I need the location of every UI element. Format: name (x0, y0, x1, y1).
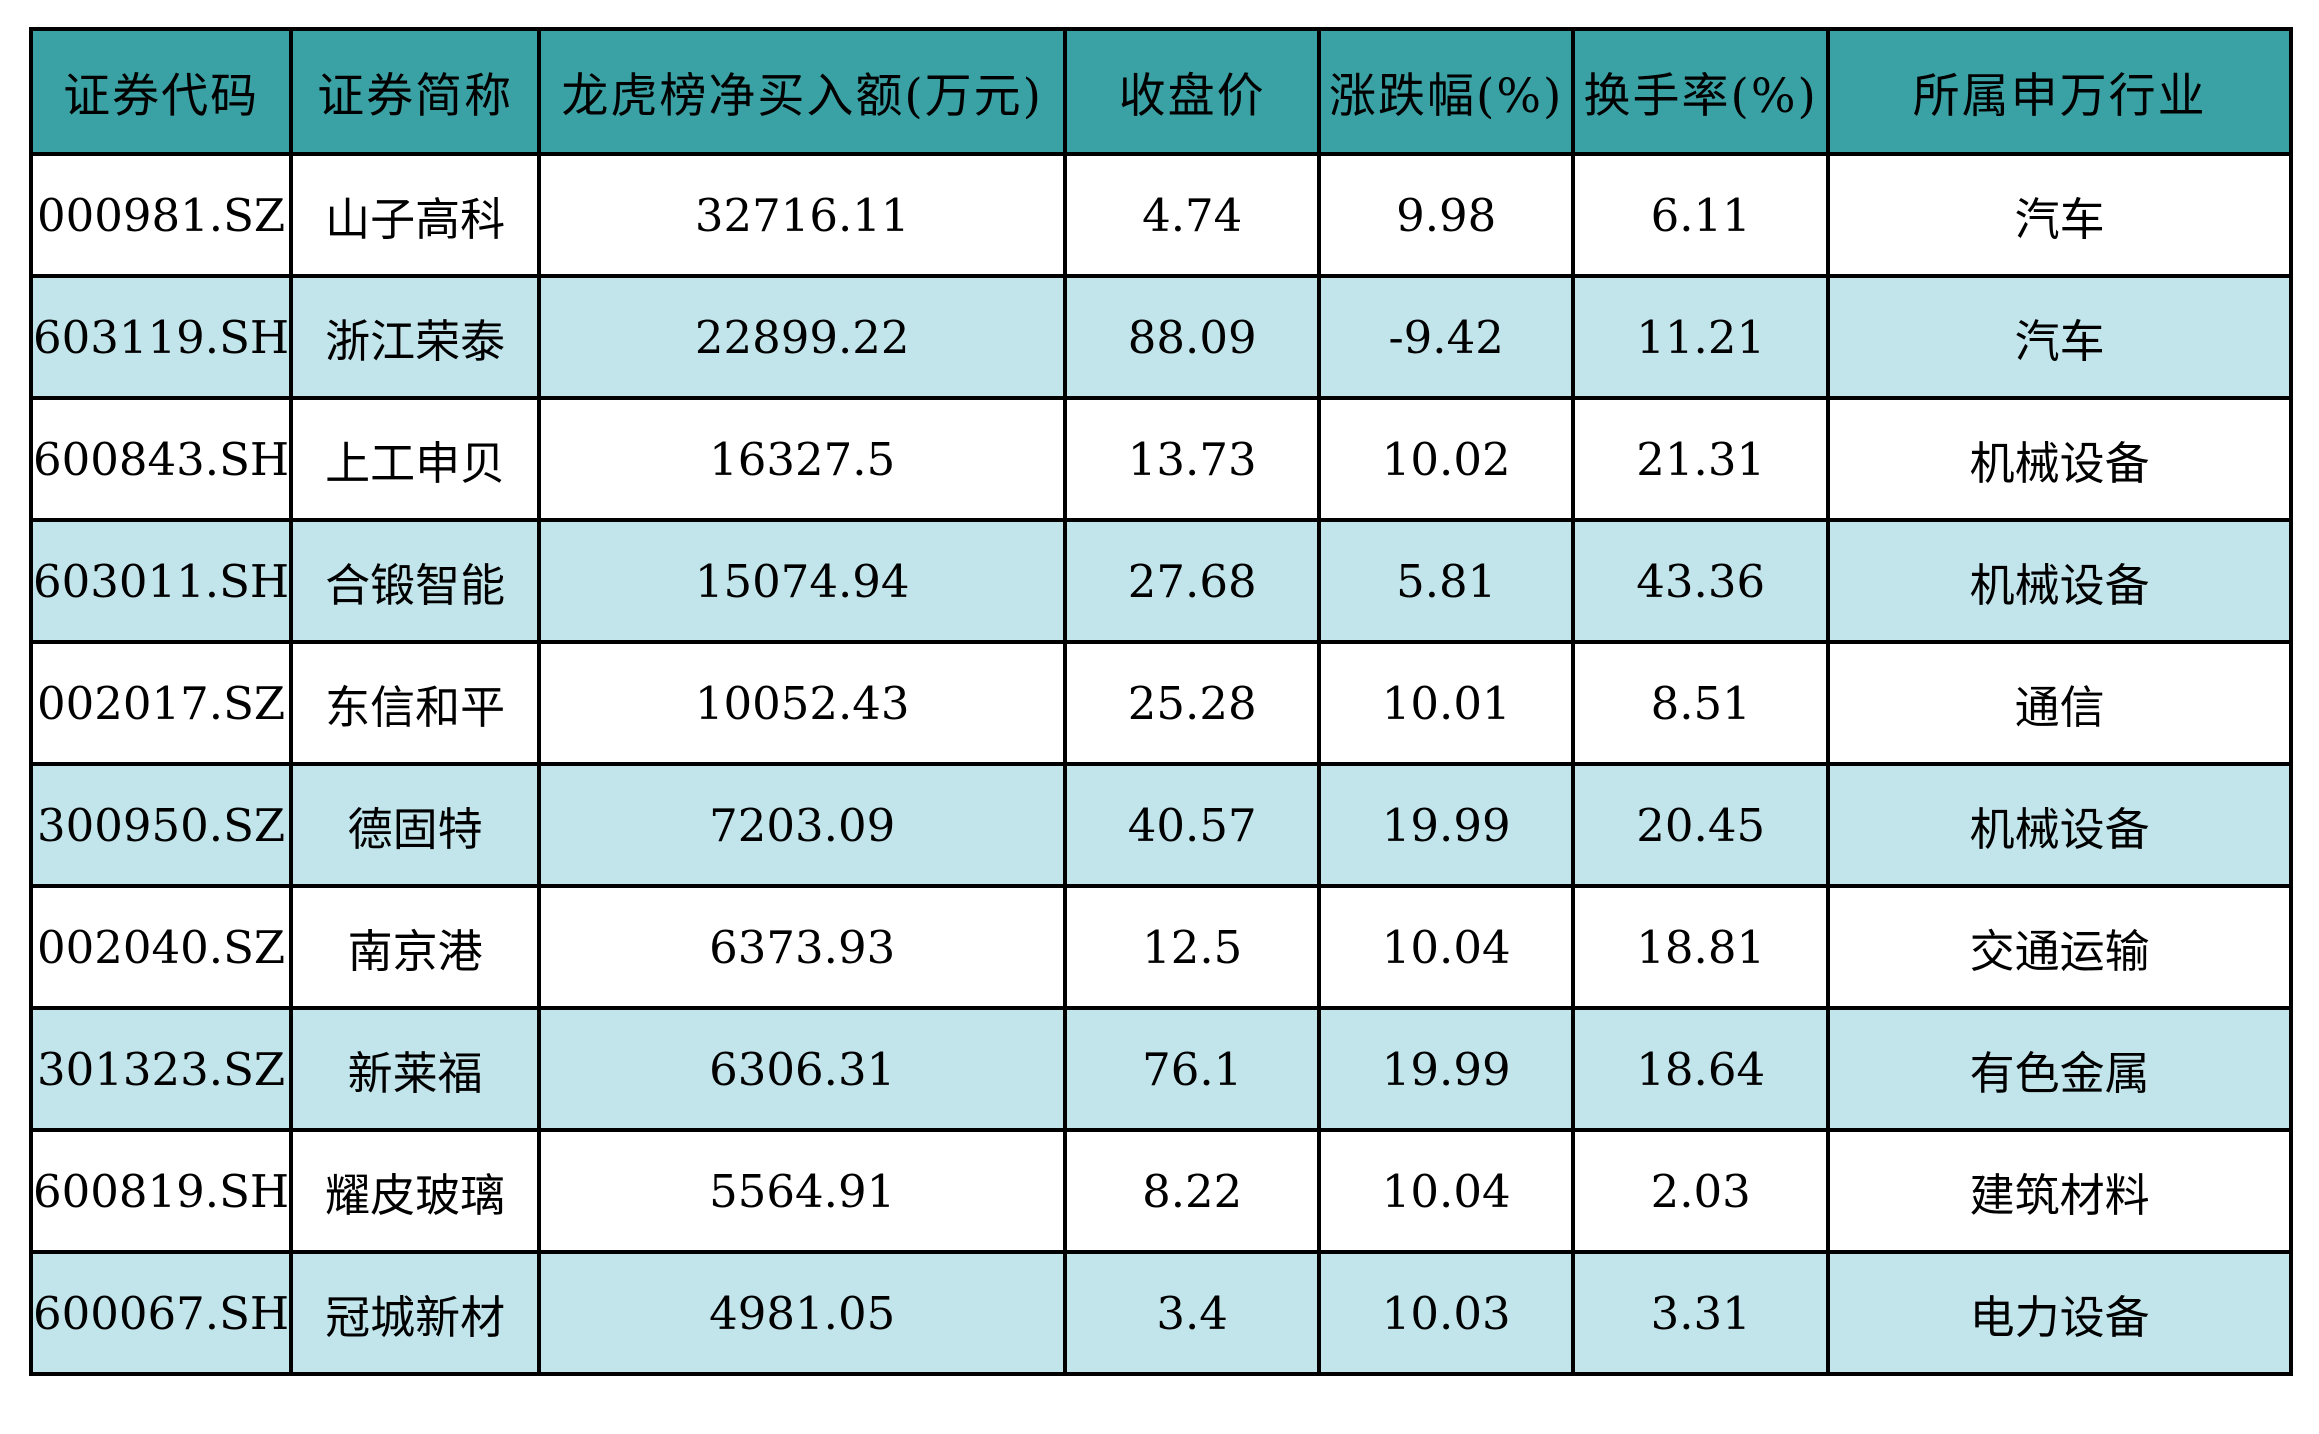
table-row: 600843.SH 上工申贝 16327.5 13.73 10.02 21.31… (28, 396, 2294, 522)
cell-name: 冠城新材 (289, 1250, 542, 1376)
cell-name: 浙江荣泰 (289, 274, 542, 400)
cell-industry: 建筑材料 (1826, 1128, 2294, 1254)
cell-change-pct: 19.99 (1317, 762, 1576, 888)
cell-code: 603011.SH (28, 518, 294, 644)
cell-close: 27.68 (1063, 518, 1322, 644)
table-row: 600819.SH 耀皮玻璃 5564.91 8.22 10.04 2.03 建… (28, 1128, 2294, 1254)
cell-turnover-pct: 11.21 (1571, 274, 1831, 400)
col-header-code: 证券代码 (28, 27, 294, 156)
cell-net-buy: 16327.5 (537, 396, 1068, 522)
cell-close: 3.4 (1063, 1250, 1322, 1376)
cell-close: 76.1 (1063, 1006, 1322, 1132)
cell-close: 12.5 (1063, 884, 1322, 1010)
cell-turnover-pct: 18.81 (1571, 884, 1831, 1010)
cell-turnover-pct: 18.64 (1571, 1006, 1831, 1132)
cell-code: 600843.SH (28, 396, 294, 522)
cell-industry: 通信 (1826, 640, 2294, 766)
cell-turnover-pct: 20.45 (1571, 762, 1831, 888)
table-header-row: 证券代码 证券简称 龙虎榜净买入额(万元) 收盘价 涨跌幅(%) 换手率(%) … (28, 27, 2294, 156)
cell-code: 300950.SZ (28, 762, 294, 888)
cell-name: 南京港 (289, 884, 542, 1010)
cell-code: 002040.SZ (28, 884, 294, 1010)
cell-turnover-pct: 3.31 (1571, 1250, 1831, 1376)
cell-name: 耀皮玻璃 (289, 1128, 542, 1254)
cell-close: 25.28 (1063, 640, 1322, 766)
table-row: 603011.SH 合锻智能 15074.94 27.68 5.81 43.36… (28, 518, 2294, 644)
cell-industry: 机械设备 (1826, 762, 2294, 888)
cell-net-buy: 6373.93 (537, 884, 1068, 1010)
col-header-change-pct: 涨跌幅(%) (1317, 27, 1576, 156)
cell-change-pct: 19.99 (1317, 1006, 1576, 1132)
cell-name: 山子高科 (289, 152, 542, 278)
cell-close: 4.74 (1063, 152, 1322, 278)
cell-close: 13.73 (1063, 396, 1322, 522)
cell-code: 002017.SZ (28, 640, 294, 766)
table-row: 603119.SH 浙江荣泰 22899.22 88.09 -9.42 11.2… (28, 274, 2294, 400)
cell-name: 新莱福 (289, 1006, 542, 1132)
cell-turnover-pct: 8.51 (1571, 640, 1831, 766)
cell-close: 88.09 (1063, 274, 1322, 400)
table-row: 600067.SH 冠城新材 4981.05 3.4 10.03 3.31 电力… (28, 1250, 2294, 1376)
cell-change-pct: -9.42 (1317, 274, 1576, 400)
cell-name: 东信和平 (289, 640, 542, 766)
cell-name: 上工申贝 (289, 396, 542, 522)
col-header-net-buy: 龙虎榜净买入额(万元) (537, 27, 1068, 156)
cell-code: 000981.SZ (28, 152, 294, 278)
col-header-industry: 所属申万行业 (1826, 27, 2294, 156)
cell-industry: 机械设备 (1826, 396, 2294, 522)
table-row: 301323.SZ 新莱福 6306.31 76.1 19.99 18.64 有… (28, 1006, 2294, 1132)
cell-name: 德固特 (289, 762, 542, 888)
table-row: 002017.SZ 东信和平 10052.43 25.28 10.01 8.51… (28, 640, 2294, 766)
cell-industry: 交通运输 (1826, 884, 2294, 1010)
cell-net-buy: 15074.94 (537, 518, 1068, 644)
cell-close: 8.22 (1063, 1128, 1322, 1254)
cell-net-buy: 7203.09 (537, 762, 1068, 888)
cell-turnover-pct: 43.36 (1571, 518, 1831, 644)
cell-code: 600819.SH (28, 1128, 294, 1254)
cell-code: 301323.SZ (28, 1006, 294, 1132)
col-header-close: 收盘价 (1063, 27, 1322, 156)
col-header-turnover-pct: 换手率(%) (1571, 27, 1831, 156)
cell-code: 603119.SH (28, 274, 294, 400)
cell-change-pct: 5.81 (1317, 518, 1576, 644)
cell-industry: 机械设备 (1826, 518, 2294, 644)
table-row: 300950.SZ 德固特 7203.09 40.57 19.99 20.45 … (28, 762, 2294, 888)
cell-net-buy: 22899.22 (537, 274, 1068, 400)
cell-net-buy: 10052.43 (537, 640, 1068, 766)
table-row: 002040.SZ 南京港 6373.93 12.5 10.04 18.81 交… (28, 884, 2294, 1010)
cell-change-pct: 10.04 (1317, 1128, 1576, 1254)
cell-net-buy: 32716.11 (537, 152, 1068, 278)
cell-turnover-pct: 2.03 (1571, 1128, 1831, 1254)
cell-net-buy: 6306.31 (537, 1006, 1068, 1132)
cell-turnover-pct: 6.11 (1571, 152, 1831, 278)
cell-industry: 汽车 (1826, 274, 2294, 400)
cell-change-pct: 10.01 (1317, 640, 1576, 766)
cell-turnover-pct: 21.31 (1571, 396, 1831, 522)
cell-change-pct: 10.04 (1317, 884, 1576, 1010)
cell-name: 合锻智能 (289, 518, 542, 644)
cell-change-pct: 9.98 (1317, 152, 1576, 278)
stock-table: 证券代码 证券简称 龙虎榜净买入额(万元) 收盘价 涨跌幅(%) 换手率(%) … (28, 27, 2294, 1376)
col-header-name: 证券简称 (289, 27, 542, 156)
cell-change-pct: 10.03 (1317, 1250, 1576, 1376)
cell-close: 40.57 (1063, 762, 1322, 888)
cell-net-buy: 4981.05 (537, 1250, 1068, 1376)
cell-change-pct: 10.02 (1317, 396, 1576, 522)
cell-code: 600067.SH (28, 1250, 294, 1376)
cell-net-buy: 5564.91 (537, 1128, 1068, 1254)
cell-industry: 有色金属 (1826, 1006, 2294, 1132)
table-row: 000981.SZ 山子高科 32716.11 4.74 9.98 6.11 汽… (28, 152, 2294, 278)
cell-industry: 汽车 (1826, 152, 2294, 278)
cell-industry: 电力设备 (1826, 1250, 2294, 1376)
